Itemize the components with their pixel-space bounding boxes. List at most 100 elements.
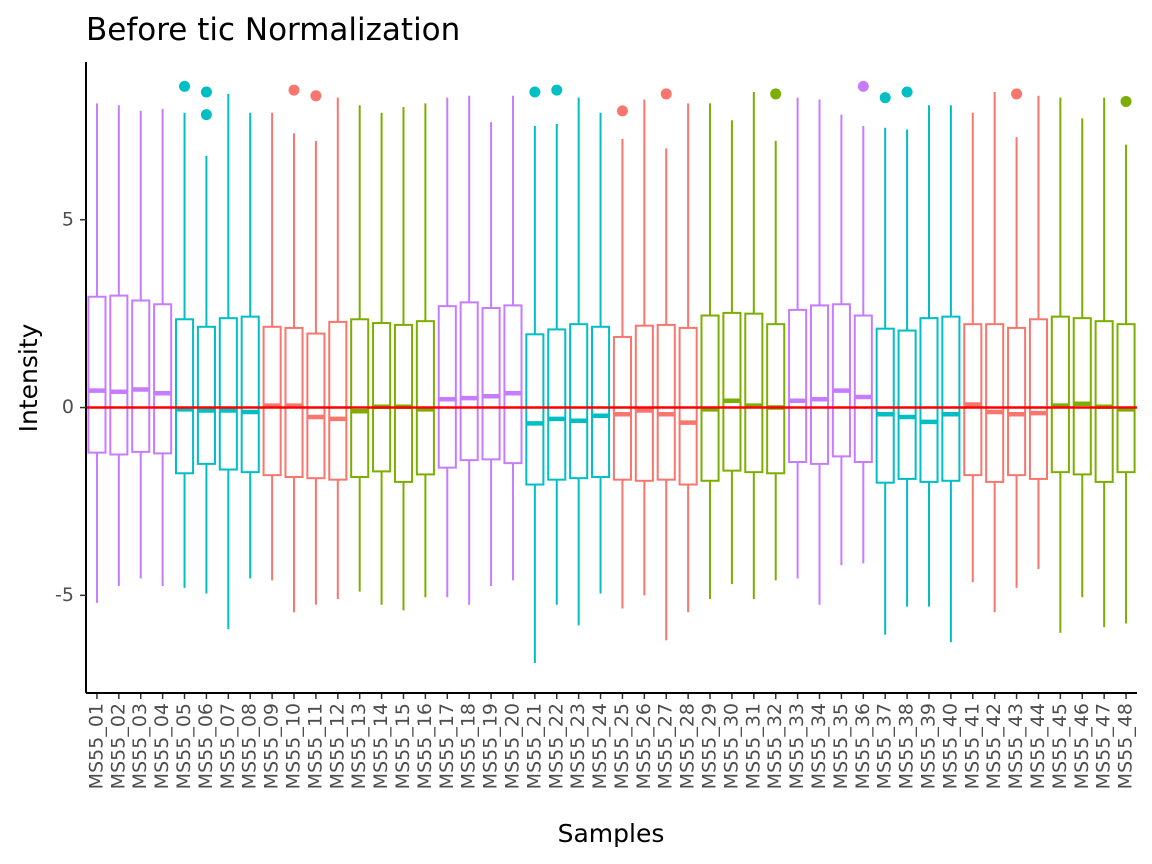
x-tick-label: MS55_43	[1005, 703, 1027, 789]
box-MS55_04	[153, 108, 173, 586]
box-body	[437, 305, 457, 469]
box-MS55_03	[131, 110, 151, 579]
box-body	[240, 315, 260, 474]
x-tick-label: MS55_22	[545, 703, 567, 789]
box-body	[591, 325, 611, 479]
box-body	[306, 332, 326, 480]
x-tick-label: MS55_11	[304, 703, 326, 789]
x-tick-label: MS55_39	[917, 703, 939, 789]
box-body	[131, 299, 151, 453]
x-tick-label: MS55_01	[85, 703, 107, 789]
x-tick-label: MS55_16	[414, 703, 436, 789]
box-body	[218, 317, 238, 471]
box-body	[1028, 318, 1049, 480]
box-MS55_17	[437, 97, 457, 598]
box-MS55_42	[985, 92, 1005, 613]
outlier-point	[1120, 95, 1132, 107]
box-body	[109, 294, 129, 456]
x-tick-label: MS55_34	[808, 703, 830, 789]
box-MS55_47	[1094, 97, 1114, 628]
box-body	[196, 325, 216, 465]
x-tick-label: MS55_46	[1071, 703, 1093, 789]
box-MS55_40	[941, 105, 961, 643]
x-tick-label: MS55_19	[480, 703, 502, 789]
box-MS55_34	[809, 99, 830, 605]
x-tick-label: MS55_17	[436, 703, 458, 789]
box-MS55_07	[218, 93, 238, 630]
box-MS55_48	[1116, 95, 1136, 624]
box-MS55_13	[350, 105, 370, 592]
outlier-point	[288, 84, 300, 96]
box-body	[875, 327, 895, 484]
box-MS55_29	[700, 103, 720, 600]
x-tick-label: MS55_42	[983, 703, 1005, 789]
x-tick-label: MS55_40	[939, 703, 961, 789]
box-body	[744, 312, 764, 474]
box-MS55_27	[656, 88, 676, 641]
x-tick-label: MS55_32	[764, 703, 786, 789]
x-tick-label: MS55_04	[151, 703, 173, 789]
box-body	[963, 323, 983, 477]
box-MS55_38	[897, 86, 917, 607]
box-body	[634, 324, 654, 482]
box-body	[569, 323, 589, 480]
box-body	[547, 328, 567, 481]
box-body	[1094, 320, 1114, 483]
outlier-point	[551, 84, 563, 96]
box-body	[350, 318, 370, 479]
x-tick-label: MS55_30	[720, 703, 742, 789]
box-body	[174, 318, 195, 475]
box-body	[262, 325, 282, 477]
box-MS55_16	[415, 103, 435, 598]
box-MS55_11	[306, 90, 326, 605]
outlier-point	[857, 80, 869, 92]
box-MS55_18	[459, 95, 479, 605]
outlier-point	[179, 80, 191, 92]
box-body	[87, 295, 107, 454]
x-tick-label: MS55_26	[633, 703, 655, 789]
box-MS55_44	[1028, 95, 1049, 570]
box-body	[985, 323, 1005, 483]
x-tick-label: MS55_48	[1115, 703, 1137, 789]
y-axis-title: Intensity	[14, 323, 43, 432]
outlier-point	[879, 92, 891, 104]
outlier-point	[616, 105, 628, 117]
x-tick-label: MS55_27	[655, 703, 677, 789]
box-MS55_35	[831, 114, 851, 566]
outlier-point	[770, 88, 782, 100]
box-body	[766, 323, 786, 475]
box-MS55_02	[109, 105, 129, 586]
box-MS55_22	[547, 84, 567, 605]
box-body	[415, 320, 435, 476]
x-tick-label: MS55_44	[1027, 703, 1049, 789]
box-MS55_26	[634, 99, 654, 596]
outlier-point	[200, 86, 212, 98]
box-MS55_09	[262, 112, 282, 581]
box-body	[481, 307, 501, 461]
x-tick-label: MS55_21	[523, 703, 545, 789]
box-body	[853, 314, 873, 464]
box-body	[941, 315, 961, 482]
box-body	[328, 320, 348, 481]
box-body	[678, 326, 698, 486]
box-MS55_10	[284, 84, 304, 613]
box-body	[897, 329, 917, 480]
box-body	[656, 323, 676, 481]
box-body	[919, 317, 939, 483]
y-tick-label: 0	[62, 396, 74, 418]
box-body	[700, 314, 720, 482]
box-body	[153, 303, 173, 455]
x-tick-label: MS55_47	[1093, 703, 1115, 789]
box-body	[1116, 323, 1136, 474]
x-tick-label: MS55_02	[107, 703, 129, 789]
x-tick-label: MS55_14	[370, 703, 392, 789]
box-body	[525, 333, 545, 486]
box-body	[831, 303, 851, 458]
box-MS55_21	[525, 86, 545, 663]
x-tick-label: MS55_18	[458, 703, 480, 789]
box-MS55_08	[240, 112, 260, 579]
outlier-point	[1011, 88, 1023, 100]
x-tick-label: MS55_12	[326, 703, 348, 789]
x-tick-label: MS55_35	[830, 703, 852, 789]
